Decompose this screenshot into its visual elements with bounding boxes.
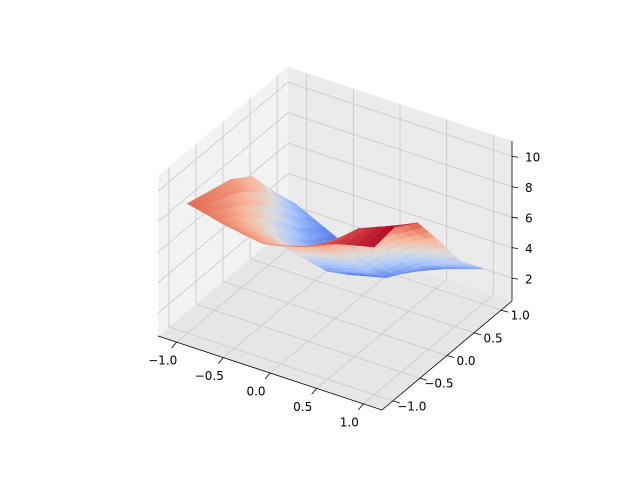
y-tick-label: −1.0 xyxy=(397,399,426,413)
x-tick-label: 1.0 xyxy=(340,415,359,429)
x-tick-label: 0.0 xyxy=(246,385,265,399)
x-tick-mark xyxy=(264,372,271,380)
grid-line-z-wall-x xyxy=(157,81,289,192)
z-tick-mark xyxy=(511,186,519,189)
grid-line-z-wall-x xyxy=(157,112,289,223)
y-tick-label: 0.0 xyxy=(456,354,475,368)
y-tick-label: 0.5 xyxy=(484,331,503,345)
grid-line-z-wall-y xyxy=(287,112,513,188)
z-tick-label: 10 xyxy=(525,151,540,165)
z-tick-mark xyxy=(511,247,519,250)
z-tick-label: 6 xyxy=(525,212,533,226)
grid-line-y-floor xyxy=(249,258,475,334)
grid-line-y-floor xyxy=(195,303,421,379)
x-tick-label: 0.5 xyxy=(293,400,312,414)
y-tick-mark xyxy=(473,332,482,336)
z-tick-label: 2 xyxy=(525,273,533,287)
x-tick-mark xyxy=(218,357,224,364)
surface-patch xyxy=(364,240,381,248)
y-tick-mark xyxy=(501,309,509,313)
grid-line-z-wall-y xyxy=(287,81,513,157)
x-tick-mark xyxy=(171,341,177,349)
grid-line-y-floor xyxy=(222,281,448,356)
z-tick-mark xyxy=(511,155,519,158)
y-tick-label: 1.0 xyxy=(511,309,530,323)
x-tick-label: −0.5 xyxy=(195,369,224,383)
grid-line-z-wall-y xyxy=(287,173,513,249)
z-tick-mark xyxy=(511,277,519,280)
y-tick-mark xyxy=(392,400,400,404)
grid-line-y-floor xyxy=(168,326,393,402)
y-tick-mark xyxy=(419,377,428,381)
y-tick-label: −0.5 xyxy=(424,377,453,391)
x-tick-label: −1.0 xyxy=(148,354,177,368)
grid-line-z-wall-y xyxy=(287,142,513,218)
z-tick-label: 4 xyxy=(525,242,533,256)
y-tick-mark xyxy=(446,355,455,358)
z-tick-label: 8 xyxy=(525,181,533,195)
x-tick-mark xyxy=(311,388,317,395)
x-tick-mark xyxy=(358,403,364,411)
surface-plot xyxy=(186,176,483,278)
z-tick-mark xyxy=(511,216,519,219)
